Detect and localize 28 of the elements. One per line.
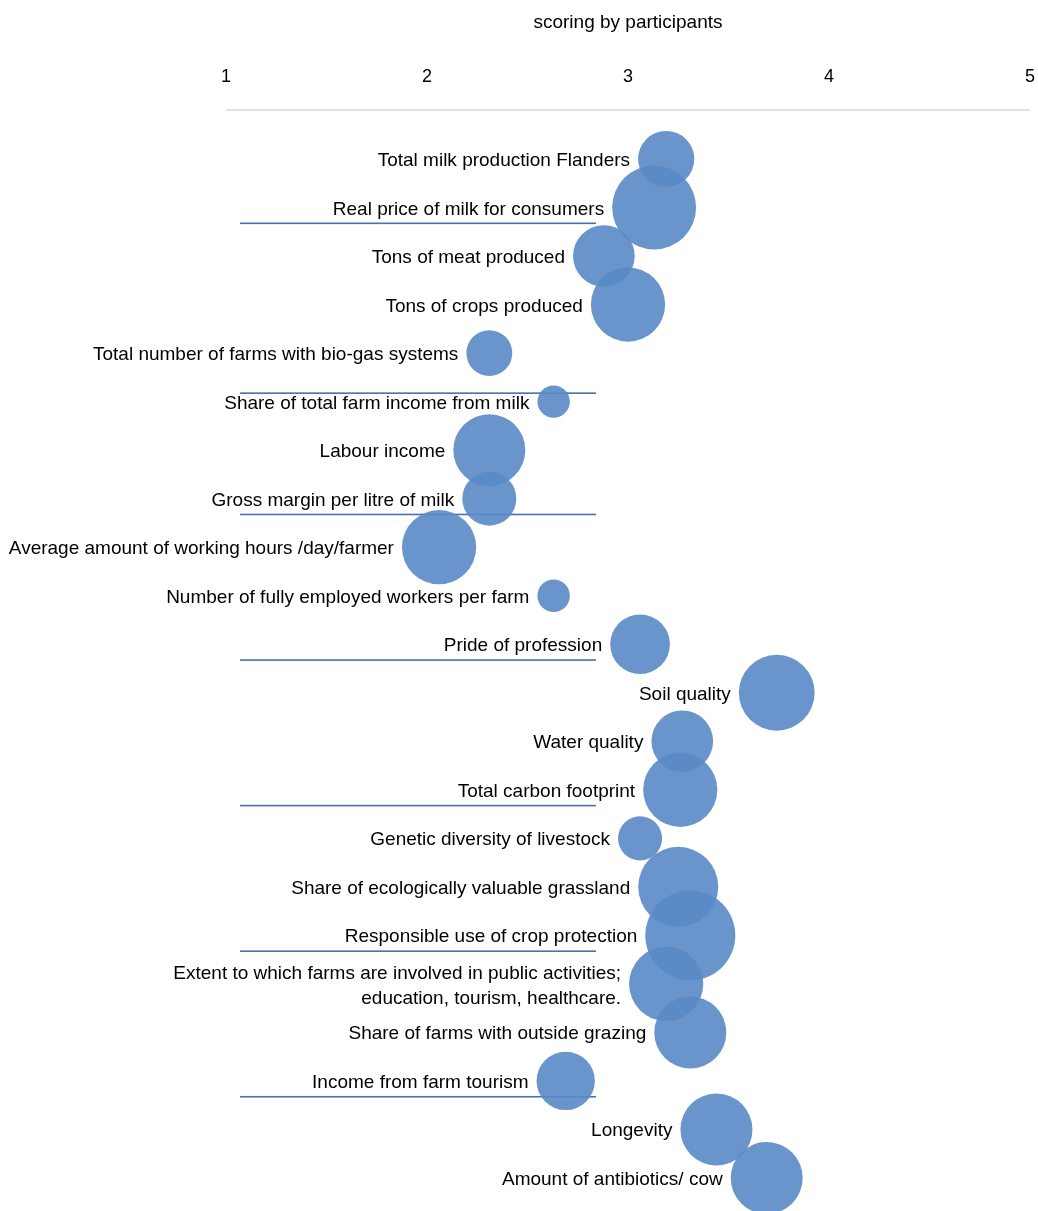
x-axis-title: scoring by participants	[533, 11, 723, 32]
y-tick-label: Number of fully employed workers per farm	[166, 585, 530, 607]
x-tick-label: 4	[823, 66, 835, 86]
y-tick-label: Share of total farm income from milk	[224, 391, 530, 413]
y-tick-label: Share of ecologically valuable grassland	[291, 876, 631, 898]
y-tick-label: Labour income	[319, 440, 446, 462]
y-tick-label: Pride of profession	[443, 634, 603, 656]
y-tick-label: Total carbon footprint	[457, 779, 636, 801]
x-tick-label: 5	[1024, 66, 1036, 86]
y-tick-label: Average amount of working hours /day/farmer	[8, 537, 395, 559]
y-tick-label: Water quality	[533, 731, 644, 753]
y-tick-label: Tons of crops produced	[385, 294, 583, 316]
y-tick-label: Tons of meat produced	[371, 246, 566, 268]
x-tick-label: 3	[622, 66, 634, 86]
y-tick-label: Real price of milk for consumers	[332, 197, 605, 219]
y-tick-label: Longevity	[591, 1119, 673, 1141]
x-tick-label: 1	[220, 66, 232, 86]
y-tick-label: Amount of antibiotics/ cow	[501, 1168, 723, 1189]
y-tick-label: Soil quality	[638, 682, 732, 704]
y-tick-label: Income from farm tourism	[312, 1070, 529, 1092]
y-tick-label: Extent to which farms are involved in public activities; education, tourism, healthcare.	[173, 961, 622, 1008]
y-tick-label: Share of farms with outside grazing	[348, 1022, 647, 1044]
y-tick-label: Total number of farms with bio-gas systems	[93, 343, 459, 365]
y-tick-label: Responsible use of crop protection	[344, 925, 638, 947]
y-tick-label: Genetic diversity of livestock	[370, 828, 611, 850]
y-tick-label: Total milk production Flanders	[377, 149, 631, 170]
x-tick-label: 2	[421, 66, 433, 86]
y-tick-label: Gross margin per litre of milk	[211, 488, 455, 510]
